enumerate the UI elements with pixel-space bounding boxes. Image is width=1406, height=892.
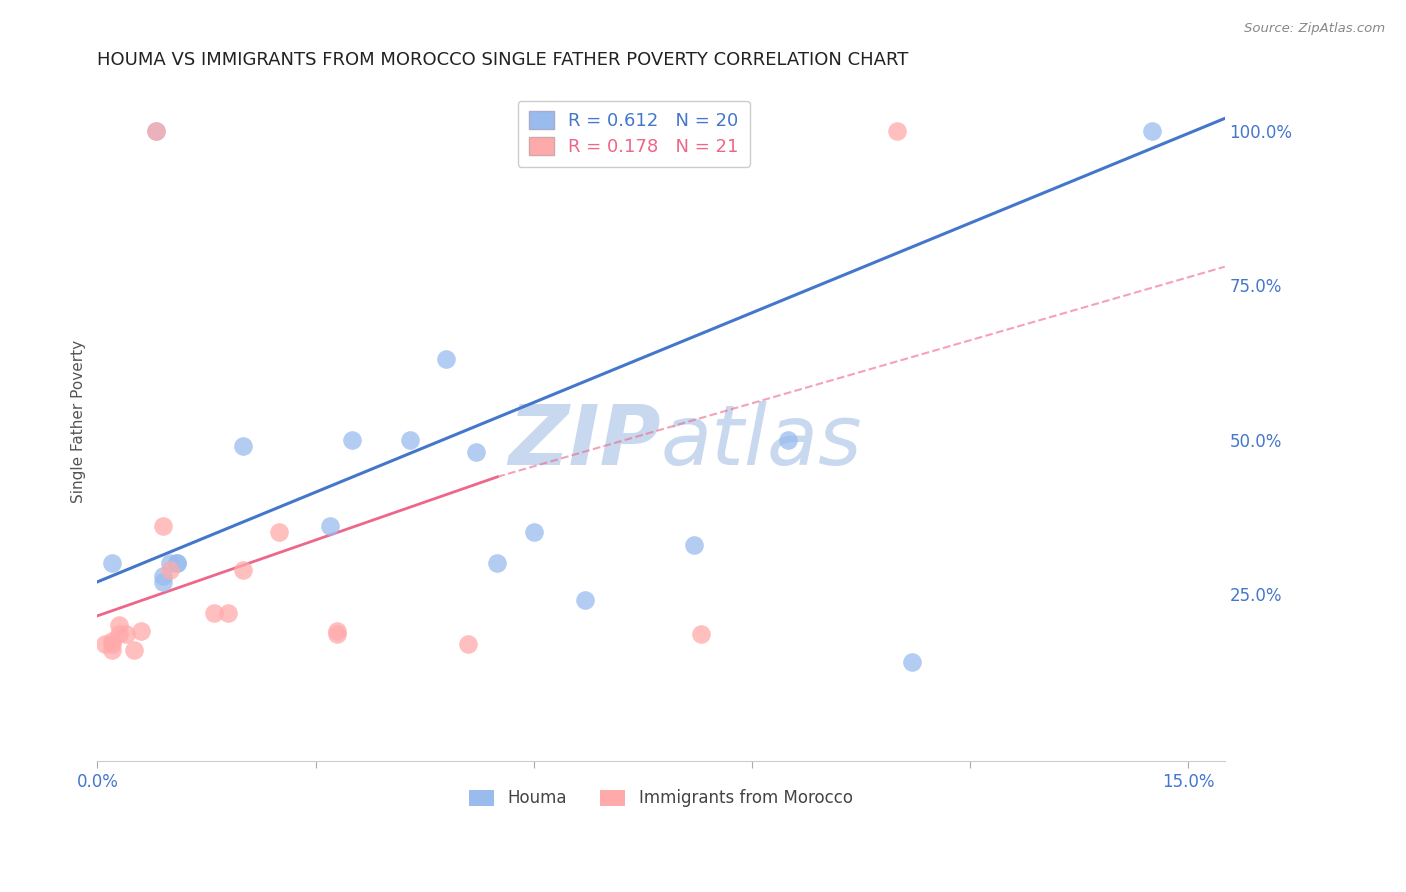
Point	[523, 525, 546, 540]
Point	[159, 557, 181, 571]
Point	[886, 124, 908, 138]
Point	[159, 562, 181, 576]
Point	[778, 433, 800, 447]
Text: HOUMA VS IMMIGRANTS FROM MOROCCO SINGLE FATHER POVERTY CORRELATION CHART: HOUMA VS IMMIGRANTS FROM MOROCCO SINGLE …	[97, 51, 908, 69]
Point	[232, 562, 254, 576]
Point	[145, 124, 167, 138]
Text: ZIP: ZIP	[509, 401, 661, 482]
Y-axis label: Single Father Poverty: Single Father Poverty	[72, 340, 86, 503]
Point	[115, 627, 138, 641]
Point	[108, 627, 131, 641]
Point	[93, 637, 115, 651]
Point	[326, 624, 349, 639]
Point	[1140, 124, 1163, 138]
Text: Source: ZipAtlas.com: Source: ZipAtlas.com	[1244, 22, 1385, 36]
Point	[232, 439, 254, 453]
Point	[101, 557, 124, 571]
Point	[486, 557, 509, 571]
Text: atlas: atlas	[661, 401, 863, 482]
Point	[101, 633, 124, 648]
Point	[574, 593, 596, 607]
Point	[217, 606, 239, 620]
Point	[340, 433, 363, 447]
Point	[682, 538, 704, 552]
Point	[152, 568, 174, 582]
Point	[122, 643, 145, 657]
Point	[269, 525, 291, 540]
Point	[166, 557, 188, 571]
Point	[399, 433, 422, 447]
Point	[319, 519, 342, 533]
Point	[166, 557, 188, 571]
Point	[901, 655, 924, 669]
Point	[152, 574, 174, 589]
Point	[145, 124, 167, 138]
Point	[152, 519, 174, 533]
Point	[101, 637, 124, 651]
Point	[690, 627, 713, 641]
Point	[436, 352, 458, 367]
Point	[108, 618, 131, 632]
Point	[101, 643, 124, 657]
Point	[202, 606, 225, 620]
Legend: Houma, Immigrants from Morocco: Houma, Immigrants from Morocco	[463, 782, 859, 814]
Point	[457, 637, 479, 651]
Point	[129, 624, 152, 639]
Point	[326, 627, 349, 641]
Point	[464, 445, 486, 459]
